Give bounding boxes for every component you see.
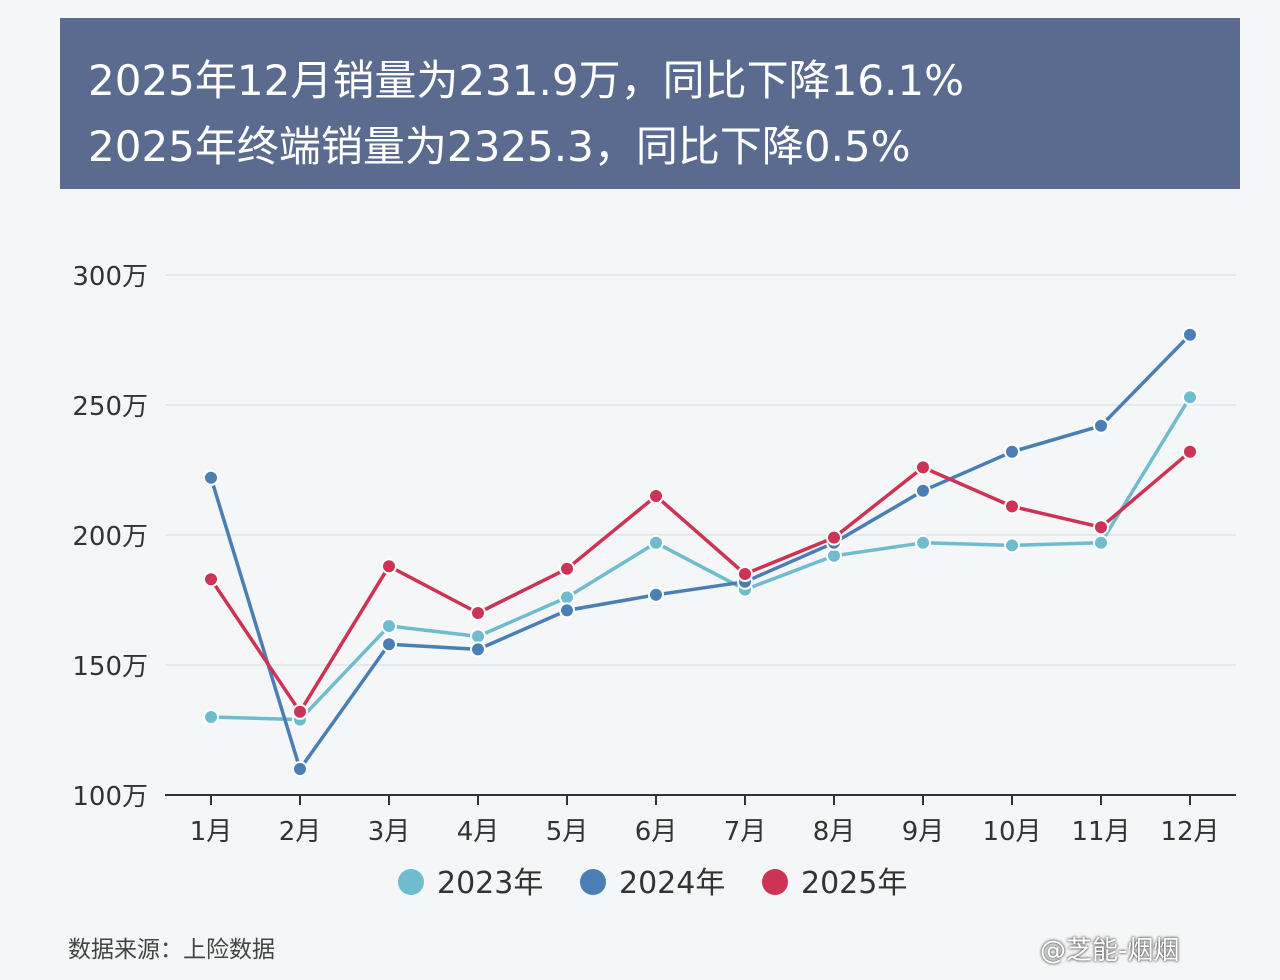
data-point — [381, 636, 397, 653]
data-point — [1093, 534, 1109, 551]
x-tick-label: 12月 — [1160, 817, 1219, 847]
data-point — [1004, 498, 1020, 515]
data-point — [203, 709, 219, 725]
data-point — [470, 605, 486, 621]
y-tick-label: 300万 — [72, 262, 148, 292]
data-point — [915, 482, 931, 499]
series-line — [210, 396, 1192, 722]
data-point — [648, 586, 664, 603]
legend-marker — [398, 869, 424, 895]
data-point — [470, 628, 486, 645]
data-point — [292, 761, 308, 777]
x-tick-label: 5月 — [546, 817, 589, 847]
data-point — [559, 560, 575, 577]
x-tick-label: 10月 — [982, 817, 1041, 847]
data-point — [559, 589, 575, 606]
title-line-1: 2025年12月销量为231.9万，同比下降16.1% — [88, 56, 964, 105]
data-point — [203, 571, 219, 588]
data-point — [648, 488, 664, 504]
data-point — [1004, 537, 1020, 554]
data-point — [381, 558, 397, 575]
x-tick-label: 4月 — [457, 817, 500, 847]
data-point — [1182, 443, 1198, 460]
y-tick-label: 100万 — [72, 782, 148, 812]
x-tick-label: 8月 — [813, 817, 856, 847]
watermark-credit: @芝能-烟烟 — [1040, 936, 1180, 966]
data-point — [915, 459, 931, 476]
x-tick-label: 9月 — [902, 817, 945, 847]
data-point — [1182, 389, 1198, 406]
x-tick-label: 6月 — [635, 817, 678, 847]
data-point — [381, 618, 397, 634]
data-point — [737, 566, 753, 582]
series-line — [209, 333, 1192, 771]
data-source: 数据来源：上险数据 — [68, 937, 275, 963]
data-point — [826, 547, 842, 564]
legend-label: 2023年 — [437, 866, 543, 901]
legend-marker — [580, 869, 606, 895]
series-line — [209, 450, 1192, 714]
data-point — [1093, 519, 1109, 536]
data-point — [648, 534, 664, 551]
title-banner: 2025年12月销量为231.9万，同比下降16.1% 2025年终端销量为23… — [60, 18, 1240, 189]
data-point — [1093, 417, 1109, 434]
x-tick-label: 7月 — [724, 817, 767, 847]
data-point — [1004, 443, 1020, 460]
y-tick-label: 250万 — [72, 392, 148, 422]
data-point — [203, 469, 219, 486]
data-point — [559, 602, 575, 619]
data-point — [1182, 326, 1198, 343]
x-tick-label: 2月 — [279, 817, 322, 847]
y-tick-label: 150万 — [72, 652, 148, 682]
data-point — [470, 641, 486, 658]
data-point — [915, 534, 931, 551]
data-point — [292, 703, 308, 720]
y-tick-label: 200万 — [72, 522, 148, 552]
title-line-2: 2025年终端销量为2325.3，同比下降0.5% — [88, 122, 911, 171]
legend-label: 2024年 — [619, 866, 725, 901]
legend-marker — [762, 869, 788, 895]
data-point — [826, 529, 842, 546]
x-tick-label: 3月 — [368, 817, 411, 847]
x-tick-label: 1月 — [190, 817, 233, 847]
x-tick-label: 11月 — [1071, 817, 1130, 847]
legend-label: 2025年 — [801, 866, 907, 901]
